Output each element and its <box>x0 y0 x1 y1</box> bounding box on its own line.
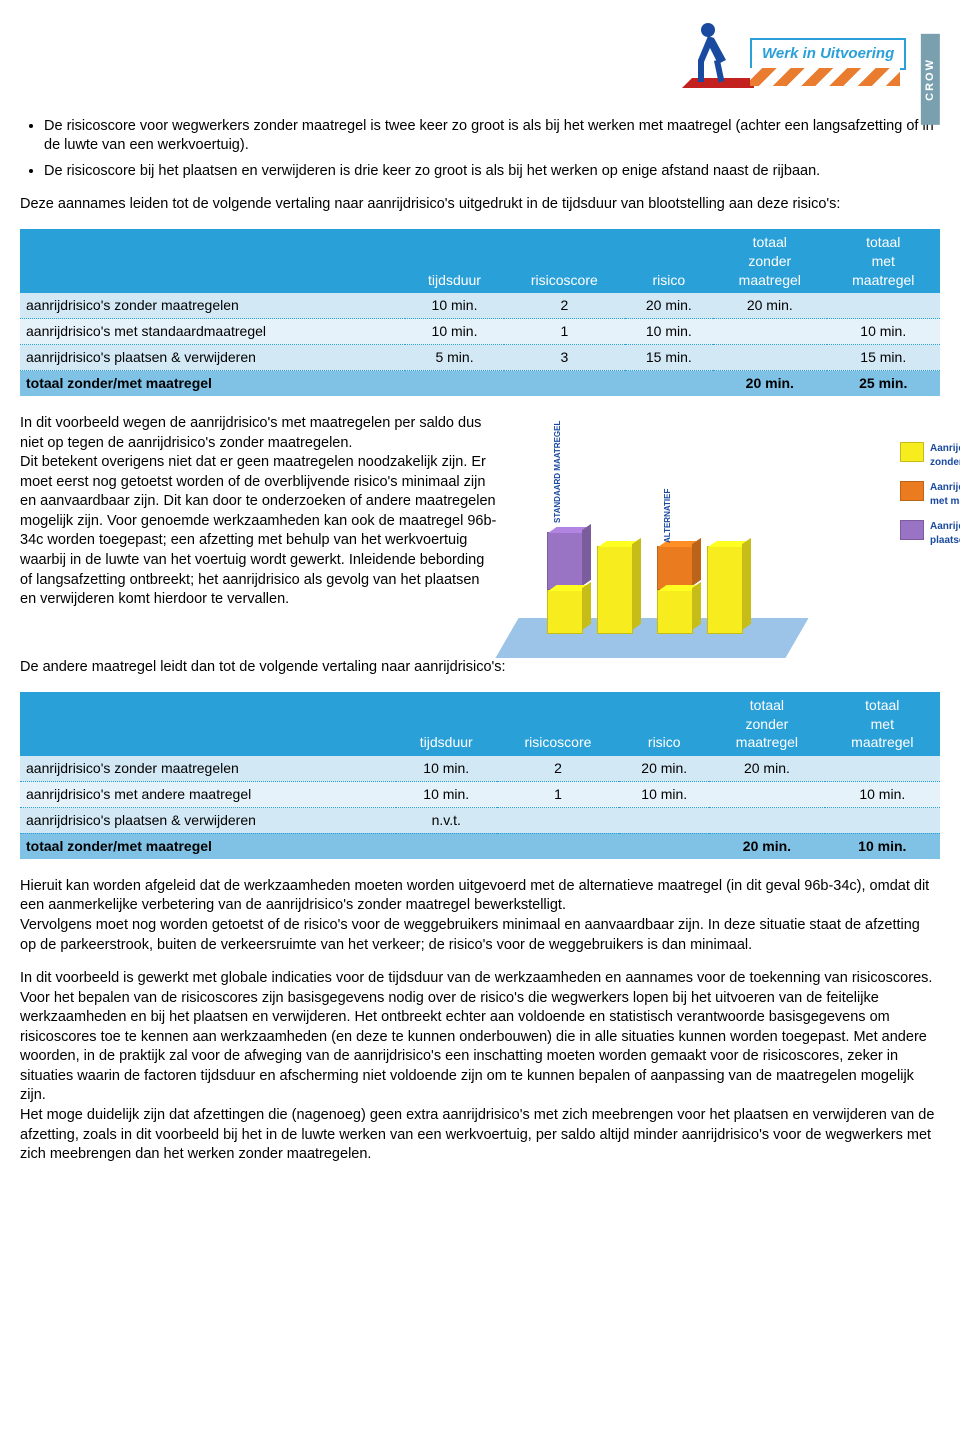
worker-icon <box>680 20 760 90</box>
conclusion-paragraph-2: In dit voorbeeld is gewerkt met globale … <box>20 969 940 1165</box>
th-risicoscore: risicoscore <box>504 229 625 294</box>
intro-paragraph-2: De andere maatregel leidt dan tot de vol… <box>20 658 940 678</box>
chart-bar <box>547 532 583 634</box>
table-row: aanrijdrisico's met andere maatregel10 m… <box>20 782 940 808</box>
legend-item: Aanrijdrisico's zonder maatregel <box>900 442 960 469</box>
legend-item: Aanrijdrisico's plaatsen & verwijderen <box>900 520 960 547</box>
table-row: aanrijdrisico's zonder maatregelen10 min… <box>20 756 940 781</box>
conclusion-paragraph-1: Hieruit kan worden afgeleid dat de werkz… <box>20 877 940 955</box>
table-row: aanrijdrisico's zonder maatregelen10 min… <box>20 293 940 318</box>
th-met: totaal met maatregel <box>827 229 940 294</box>
chart-bar-label: ALTERNATIEF <box>663 489 674 543</box>
risk-table-2: tijdsduur risicoscore risico totaal zond… <box>20 692 940 859</box>
th-tijdsduur: tijdsduur <box>405 229 504 294</box>
table-total-row: totaal zonder/met maatregel20 min.10 min… <box>20 833 940 858</box>
table-row: aanrijdrisico's met standaardmaatregel10… <box>20 319 940 345</box>
list-item: De risicoscore bij het plaatsen en verwi… <box>44 162 940 182</box>
bar-chart: STANDAARD MAATREGELALTERNATIEF Aanrijdri… <box>517 414 940 644</box>
logo-text: Werk in Uitvoering <box>750 38 906 70</box>
logo-crow: CROW <box>921 34 940 125</box>
table-row: aanrijdrisico's plaatsen & verwijderen5 … <box>20 345 940 371</box>
chart-bar <box>597 546 633 634</box>
th-risico: risico <box>625 229 713 294</box>
chart-bar <box>707 546 743 634</box>
table-row: aanrijdrisico's plaatsen & verwijderenn.… <box>20 808 940 834</box>
logo-stripes-icon <box>750 68 900 86</box>
risk-table-1: tijdsduur risicoscore risico totaal zond… <box>20 229 940 396</box>
document-logo: Werk in Uitvoering CROW <box>20 20 940 107</box>
list-item: De risicoscore voor wegwerkers zonder ma… <box>44 117 940 156</box>
chart-bar <box>657 546 693 634</box>
chart-bar-label: STANDAARD MAATREGEL <box>553 421 564 523</box>
table-total-row: totaal zonder/met maatregel20 min.25 min… <box>20 371 940 396</box>
legend-item: Aanrijdrisico's met maatregel <box>900 481 960 508</box>
mid-paragraph: In dit voorbeeld wegen de aanrijdrisico'… <box>20 414 497 644</box>
bullet-list: De risicoscore voor wegwerkers zonder ma… <box>20 117 940 182</box>
th-zonder: totaal zonder maatregel <box>713 229 826 294</box>
intro-paragraph-1: Deze aannames leiden tot de volgende ver… <box>20 195 940 215</box>
